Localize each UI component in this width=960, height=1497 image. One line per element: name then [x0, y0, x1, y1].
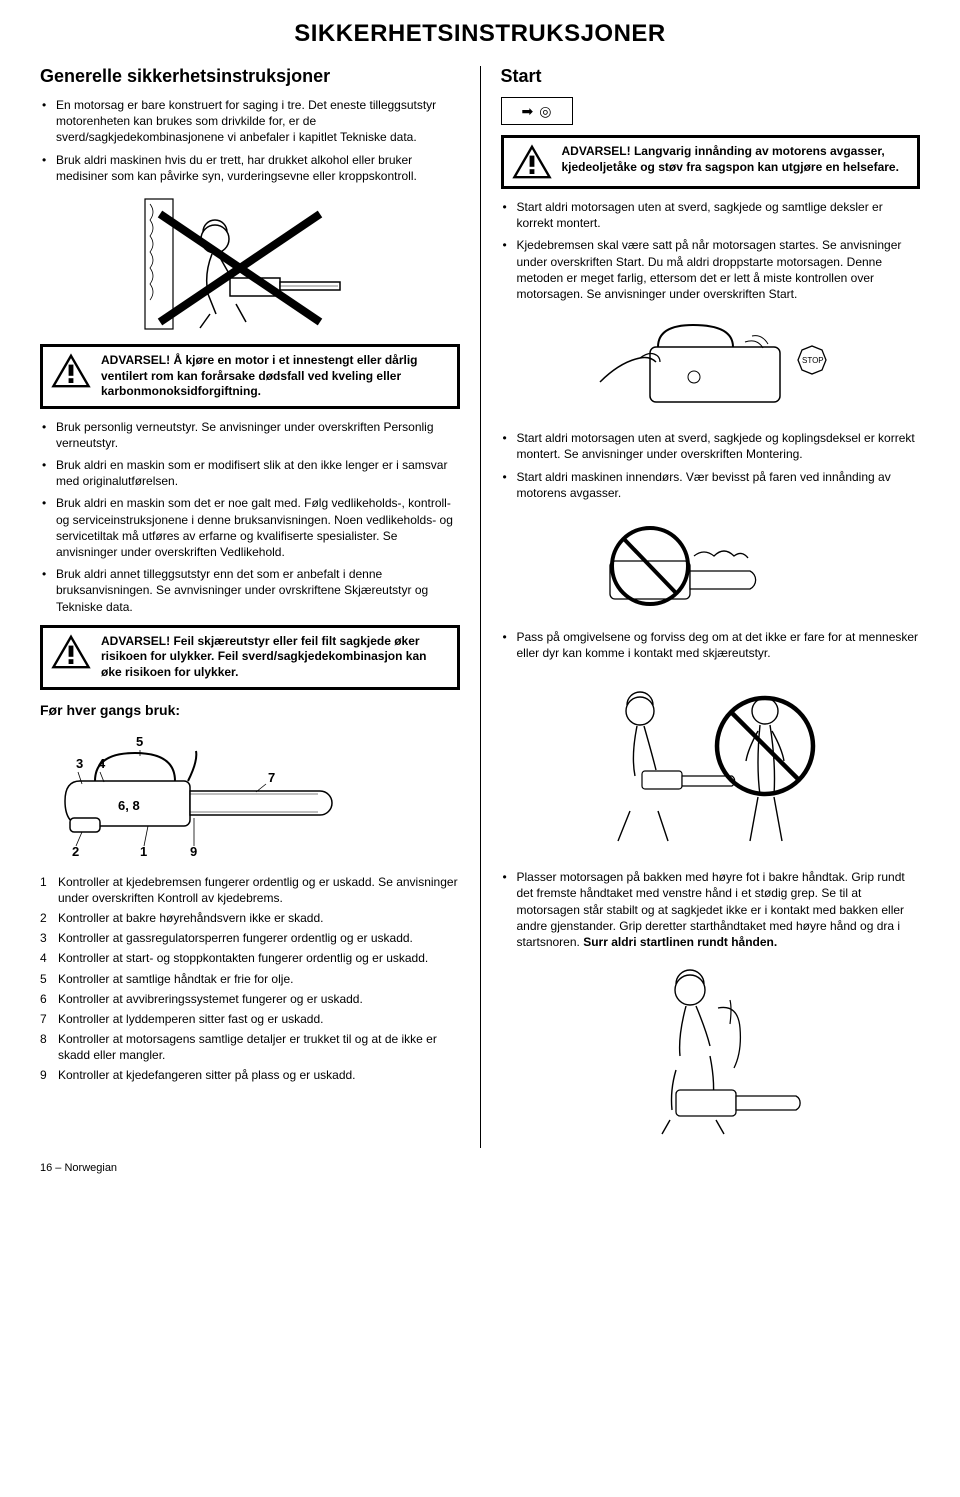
- warning-box-exhaust: ADVARSEL! Langvarig innånding av motoren…: [501, 135, 921, 189]
- start-icon-row: ➡ ◎: [501, 97, 921, 125]
- left-heading: Generelle sikkerhetsinstruksjoner: [40, 66, 460, 87]
- svg-text:STOP: STOP: [802, 356, 824, 365]
- bullet: Bruk aldri annet tilleggsutstyr enn det …: [40, 566, 460, 615]
- illustration-bystander-prohibition: [501, 671, 921, 861]
- illustration-no-indoor-exhaust: [501, 511, 921, 621]
- diagram-label-5: 5: [136, 734, 143, 749]
- bullet: Start aldri motorsagen uten at sverd, sa…: [501, 430, 921, 462]
- list-item: Kontroller at gassregulatorsperren funge…: [40, 930, 460, 946]
- diagram-label-1: 1: [140, 844, 147, 859]
- warning-text: ADVARSEL! Å kjøre en motor i et innesten…: [101, 353, 449, 400]
- mid-bullets: Bruk personlig verneutstyr. Se anvisning…: [40, 419, 460, 615]
- before-use-list: Kontroller at kjedebremsen fungerer orde…: [40, 874, 460, 1084]
- right-bullets-2: Start aldri motorsagen uten at sverd, sa…: [501, 430, 921, 501]
- warning-lead: ADVARSEL!: [562, 144, 631, 158]
- bullet: Bruk aldri en maskin som det er noe galt…: [40, 495, 460, 560]
- intro-bullets: En motorsag er bare konstruert for sagin…: [40, 97, 460, 184]
- diagram-label-4: 4: [98, 756, 106, 771]
- arrow-icon: ➡: [522, 103, 534, 120]
- bullet: Start aldri motorsagen uten at sverd, sa…: [501, 199, 921, 231]
- circle-icon: ◎: [539, 103, 551, 120]
- diagram-label-7: 7: [268, 770, 275, 785]
- column-divider: [480, 66, 481, 1148]
- warning-lead: ADVARSEL!: [101, 634, 170, 648]
- right-bullets-1: Start aldri motorsagen uten at sverd, sa…: [501, 199, 921, 302]
- bullet: Pass på omgivelsene og forviss deg om at…: [501, 629, 921, 661]
- right-bullets-3: Pass på omgivelsene og forviss deg om at…: [501, 629, 921, 661]
- warning-triangle-icon: [512, 144, 552, 180]
- diagram-label-68: 6, 8: [118, 798, 140, 813]
- warning-lead: ADVARSEL!: [101, 353, 170, 367]
- warning-box-equipment: ADVARSEL! Feil skjæreutstyr eller feil f…: [40, 625, 460, 690]
- illustration-operator-cross: [40, 194, 460, 334]
- warning-box-ventilation: ADVARSEL! Å kjøre en motor i et innesten…: [40, 344, 460, 409]
- illustration-brake-stop: STOP: [501, 312, 921, 422]
- right-column: Start ➡ ◎ ADVARSEL! Langvarig innånding …: [501, 66, 921, 1148]
- start-chip-group: ➡ ◎: [501, 97, 573, 125]
- left-column: Generelle sikkerhetsinstruksjoner En mot…: [40, 66, 460, 1148]
- illustration-start-position: [501, 960, 921, 1140]
- bullet: Plasser motorsagen på bakken med høyre f…: [501, 869, 921, 950]
- diagram-label-3: 3: [76, 756, 83, 771]
- right-bullets-4: Plasser motorsagen på bakken med høyre f…: [501, 869, 921, 950]
- warning-text: ADVARSEL! Feil skjæreutstyr eller feil f…: [101, 634, 449, 681]
- list-item: Kontroller at start- og stoppkontakten f…: [40, 950, 460, 966]
- two-column-layout: Generelle sikkerhetsinstruksjoner En mot…: [40, 66, 920, 1148]
- list-item: Kontroller at motorsagens samtlige detal…: [40, 1031, 460, 1063]
- bullet: Kjedebremsen skal være satt på når motor…: [501, 237, 921, 302]
- bullet: En motorsag er bare konstruert for sagin…: [40, 97, 460, 146]
- diagram-label-2: 2: [72, 844, 79, 859]
- warning-text: ADVARSEL! Langvarig innånding av motoren…: [562, 144, 910, 175]
- list-item: Kontroller at kjedefangeren sitter på pl…: [40, 1067, 460, 1083]
- list-item: Kontroller at samtlige håndtak er frie f…: [40, 971, 460, 987]
- list-item: Kontroller at avvibreringssystemet funge…: [40, 991, 460, 1007]
- list-item: Kontroller at kjedebremsen fungerer orde…: [40, 874, 460, 906]
- warning-triangle-icon: [51, 634, 91, 670]
- list-item: Kontroller at lyddemperen sitter fast og…: [40, 1011, 460, 1027]
- page-title: SIKKERHETSINSTRUKSJONER: [40, 20, 920, 48]
- bullet-bold: Surr aldri startlinen rundt hånden.: [583, 935, 777, 949]
- list-item: Kontroller at bakre høyrehåndsvern ikke …: [40, 910, 460, 926]
- bullet: Bruk aldri en maskin som er modifisert s…: [40, 457, 460, 489]
- illustration-chainsaw-numbered: 3 4 5 7 6, 8 2 1 9: [40, 726, 460, 866]
- bullet: Bruk personlig verneutstyr. Se anvisning…: [40, 419, 460, 451]
- bullet: Start aldri maskinen innendørs. Vær bevi…: [501, 469, 921, 501]
- warning-triangle-icon: [51, 353, 91, 389]
- right-heading: Start: [501, 66, 921, 87]
- before-use-heading: Før hver gangs bruk:: [40, 702, 460, 718]
- bullet: Bruk aldri maskinen hvis du er trett, ha…: [40, 152, 460, 184]
- diagram-label-9: 9: [190, 844, 197, 859]
- page-footer: 16 – Norwegian: [40, 1162, 920, 1174]
